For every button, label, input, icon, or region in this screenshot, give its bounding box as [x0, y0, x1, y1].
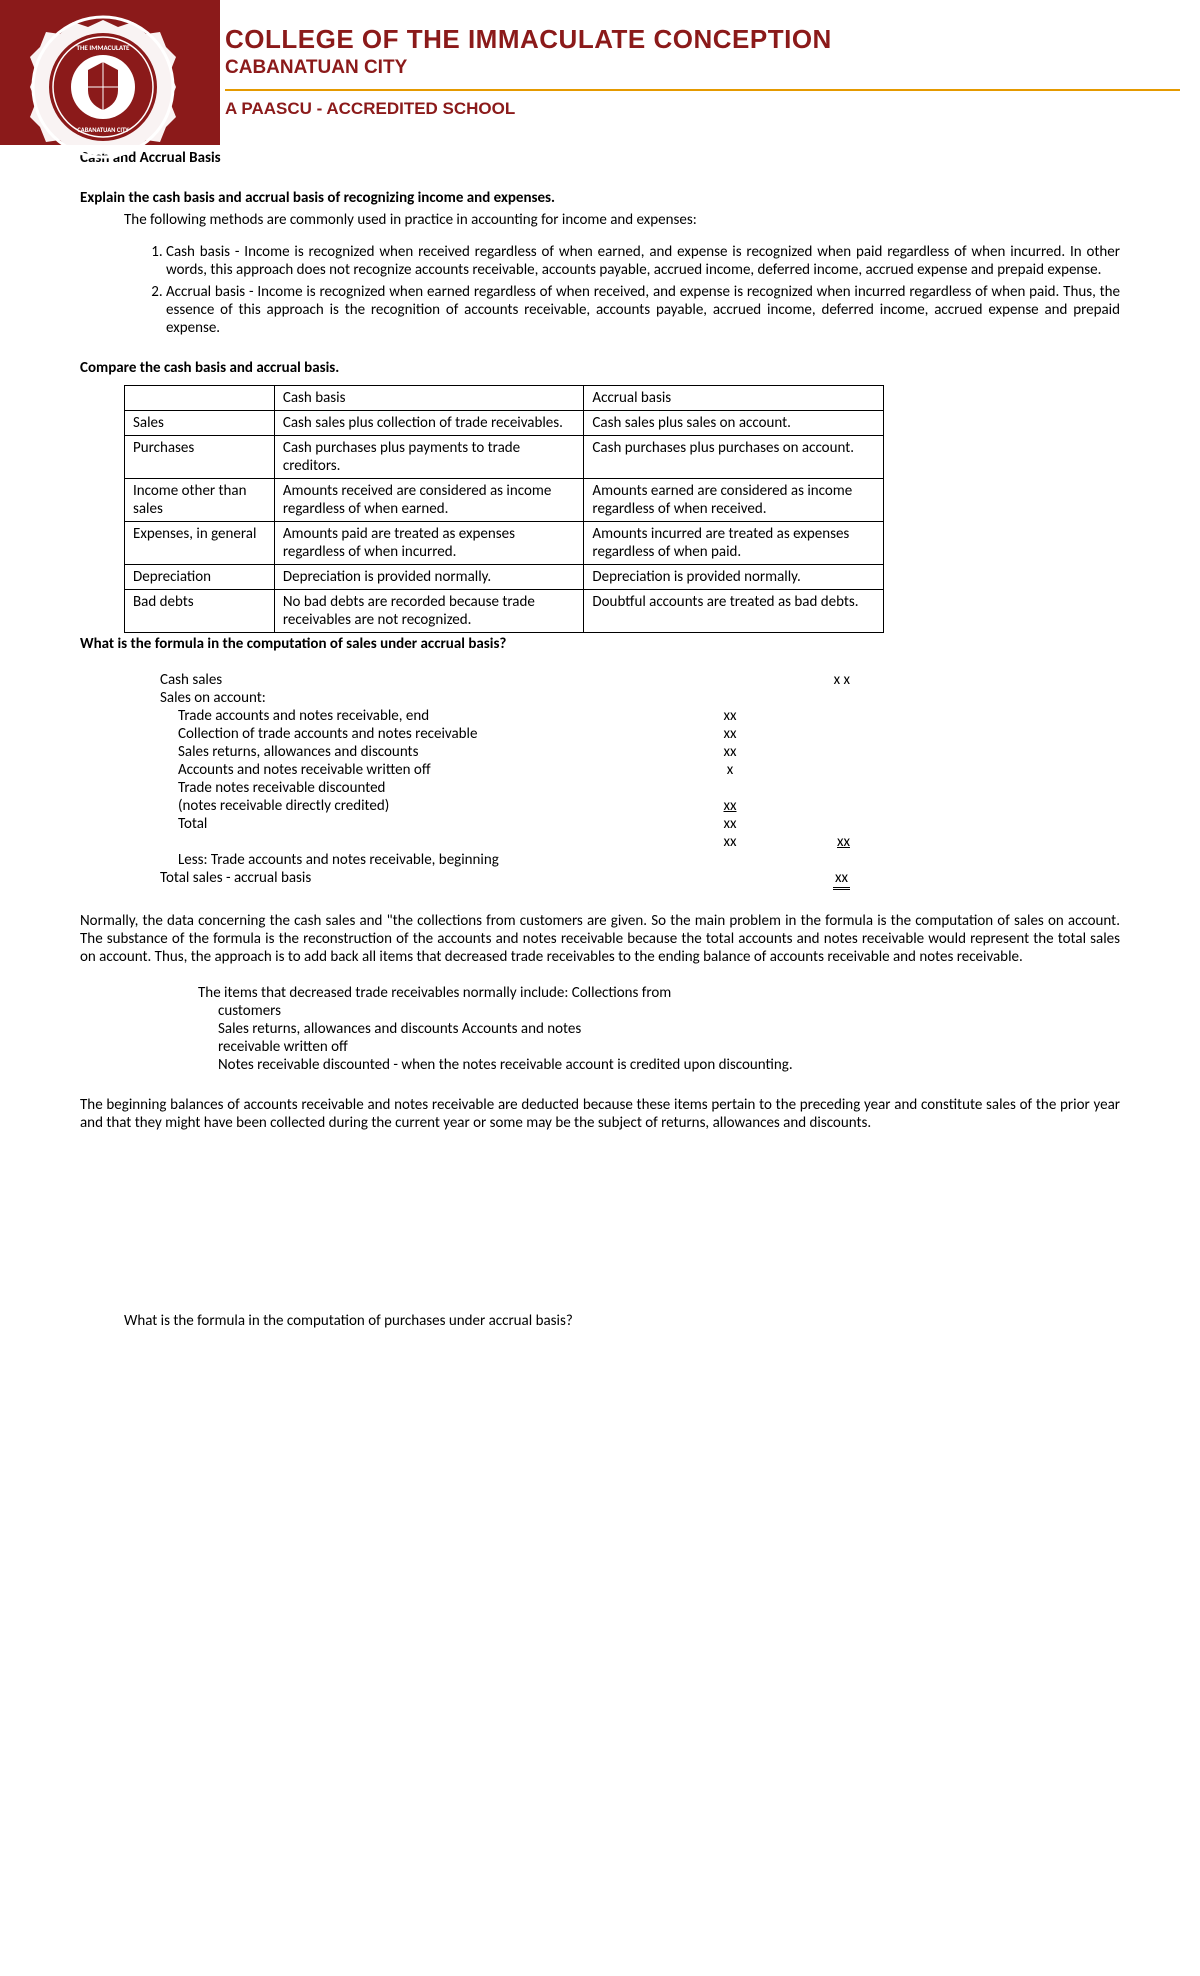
explanation-para-1: Normally, the data concerning the cash s… [80, 912, 1120, 966]
final-question: What is the formula in the computation o… [124, 1312, 1120, 1330]
table-cell: Depreciation is provided normally. [584, 565, 884, 590]
seal-bottom-text: CABANATUAN CITY [77, 126, 129, 134]
formula-line: Accounts and notes receivable written of… [160, 761, 700, 779]
table-cell: Cash purchases plus payments to trade cr… [274, 436, 584, 479]
table-cell: Amounts paid are treated as expenses reg… [274, 522, 584, 565]
table-cell: Sales [125, 411, 275, 436]
table-cell: Cash sales plus collection of trade rece… [274, 411, 584, 436]
accreditation-line: A PAASCU - ACCREDITED SCHOOL [225, 99, 1180, 119]
table-row: SalesCash sales plus collection of trade… [125, 411, 884, 436]
table-cell: No bad debts are recorded because trade … [274, 590, 584, 633]
formula-amount: xx [700, 815, 760, 833]
table-cell: Accrual basis [584, 386, 884, 411]
def-accrual-basis: Accrual basis - Income is recognized whe… [166, 283, 1120, 337]
formula-amount-final: xx [833, 869, 850, 890]
def-cash-basis: Cash basis - Income is recognized when r… [166, 243, 1120, 279]
table-cell: Bad debts [125, 590, 275, 633]
formula-line: Trade notes receivable discounted [160, 779, 700, 797]
seal-top-text: THE IMMACULATE [77, 43, 131, 52]
table-cell [125, 386, 275, 411]
table-row: Expenses, in generalAmounts paid are tre… [125, 522, 884, 565]
formula-amount: xx [700, 743, 760, 761]
formula-amount: xx [700, 833, 760, 851]
table-row: Bad debtsNo bad debts are recorded becau… [125, 590, 884, 633]
college-seal-logo: THE IMMACULATE CABANATUAN CITY [28, 12, 178, 162]
header-divider [225, 89, 1180, 91]
formula-line: Cash sales [160, 671, 700, 689]
formula-amount: xx [837, 833, 850, 851]
table-cell: Amounts received are considered as incom… [274, 479, 584, 522]
formula-amount: x x [760, 671, 850, 689]
header-container: THE IMMACULATE CABANATUAN CITY COLLEGE O… [0, 0, 1200, 145]
table-cell: Amounts earned are considered as income … [584, 479, 884, 522]
table-cell: Cash basis [274, 386, 584, 411]
table-cell: Expenses, in general [125, 522, 275, 565]
formula-amount: xx [700, 707, 760, 725]
section2-heading: Compare the cash basis and accrual basis… [80, 359, 1120, 377]
formula-line: Sales on account: [160, 689, 700, 707]
header-text-block: COLLEGE OF THE IMMACULATE CONCEPTION CAB… [225, 24, 1180, 119]
formula-line: Trade accounts and notes receivable, end [160, 707, 700, 725]
topic-title: Cash and Accrual Basis [80, 149, 1120, 167]
table-row: Income other than salesAmounts received … [125, 479, 884, 522]
table-cell: Depreciation is provided normally. [274, 565, 584, 590]
comparison-table: Cash basis Accrual basis SalesCash sales… [124, 385, 884, 633]
formula-line: (notes receivable directly credited) [160, 797, 700, 815]
table-cell: Depreciation [125, 565, 275, 590]
section1-heading: Explain the cash basis and accrual basis… [80, 189, 1120, 207]
table-row: DepreciationDepreciation is provided nor… [125, 565, 884, 590]
table-row: PurchasesCash purchases plus payments to… [125, 436, 884, 479]
sublist-intro: The items that decreased trade receivabl… [198, 984, 1120, 1002]
formula-line: Sales returns, allowances and discounts [160, 743, 700, 761]
formula-amount: xx [724, 797, 737, 815]
section1-intro: The following methods are commonly used … [124, 211, 1120, 229]
section3-heading: What is the formula in the computation o… [80, 635, 1120, 653]
table-cell: Income other than sales [125, 479, 275, 522]
sales-formula-block: Cash sales x x Sales on account: Trade ac… [160, 671, 1120, 890]
formula-line: Total sales - accrual basis [160, 869, 700, 890]
formula-line: Total [160, 815, 700, 833]
college-name: COLLEGE OF THE IMMACULATE CONCEPTION [225, 24, 1180, 55]
city-name: CABANATUAN CITY [225, 57, 1180, 79]
sublist-item: Sales returns, allowances and discounts … [198, 1020, 1120, 1038]
table-cell: Cash sales plus sales on account. [584, 411, 884, 436]
formula-line: Less: Trade accounts and notes receivabl… [160, 851, 700, 869]
sublist-item: Notes receivable discounted - when the n… [198, 1056, 1120, 1074]
table-cell: Amounts incurred are treated as expenses… [584, 522, 884, 565]
definitions-list: Cash basis - Income is recognized when r… [142, 243, 1120, 337]
formula-line: Collection of trade accounts and notes r… [160, 725, 700, 743]
table-header-row: Cash basis Accrual basis [125, 386, 884, 411]
formula-amount: x [700, 761, 760, 779]
formula-amount: xx [700, 725, 760, 743]
sublist-item: receivable written off [198, 1038, 1120, 1056]
document-content: Cash and Accrual Basis Explain the cash … [0, 149, 1200, 1390]
explanation-para-2: The beginning balances of accounts recei… [80, 1096, 1120, 1132]
table-cell: Doubtful accounts are treated as bad deb… [584, 590, 884, 633]
table-cell: Purchases [125, 436, 275, 479]
table-cell: Cash purchases plus purchases on account… [584, 436, 884, 479]
decreased-receivables-list: The items that decreased trade receivabl… [198, 984, 1120, 1074]
sublist-item: customers [198, 1002, 1120, 1020]
